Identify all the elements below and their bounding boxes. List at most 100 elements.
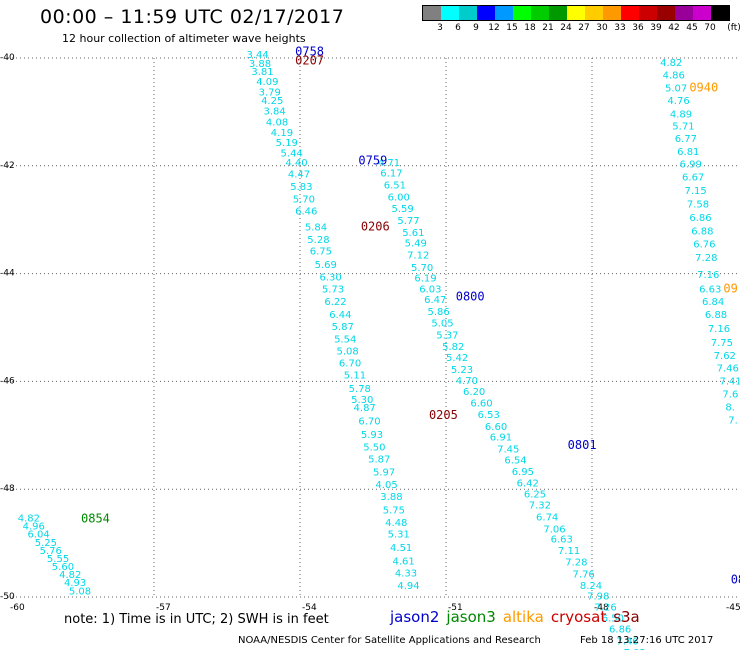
pass-time-label: 0207 — [295, 53, 324, 67]
footer-timestamp: Feb 18 13:27:16 UTC 2017 — [580, 635, 714, 646]
wave-height-point: 4.33 — [395, 569, 417, 580]
wave-height-point: 5.82 — [442, 342, 464, 353]
lat-tick-label: -44 — [0, 269, 15, 279]
wave-height-point: 6.44 — [329, 310, 351, 321]
wave-height-point: 5.87 — [368, 454, 390, 465]
map-grid — [8, 57, 738, 598]
wave-height-point: 4.76 — [667, 96, 689, 107]
wave-height-point: 7.12 — [407, 251, 429, 262]
wave-height-point: 5.55 — [47, 554, 69, 565]
wave-height-point: 7.16 — [697, 270, 719, 281]
wave-height-point: 7.41 — [720, 377, 740, 388]
wave-height-point: 5.59 — [391, 204, 413, 215]
wave-height-point: 5.75 — [383, 505, 405, 516]
wave-height-point: 6.04 — [27, 530, 49, 541]
track-jason2: 4.716.176.516.005.595.775.615.497.125.70… — [295, 44, 740, 650]
lon-tick-label: -60 — [10, 603, 25, 613]
wave-height-point: 5.08 — [69, 586, 91, 597]
units-note: note: 1) Time is in UTC; 2) SWH is in fe… — [64, 612, 329, 627]
wave-height-point: 7.28 — [565, 558, 587, 569]
wave-height-point: 4.19 — [271, 128, 293, 139]
wave-height-point: 5.44 — [281, 149, 303, 160]
wave-height-point: 5.84 — [305, 222, 327, 233]
wave-height-point: 6.51 — [384, 180, 406, 191]
pass-time-label: 0940 — [689, 80, 718, 94]
legend-label: 27 — [578, 23, 590, 33]
satellite-legend-altika: altika — [502, 608, 544, 626]
pass-time-label: 08 — [731, 573, 740, 587]
wave-height-point: 7.15 — [684, 186, 706, 197]
pass-time-label: 0800 — [456, 290, 485, 304]
wave-height-point: 6.19 — [414, 274, 436, 285]
pass-time-label: 0801 — [568, 438, 597, 452]
track-jason3: 4.824.966.045.255.765.555.604.824.935.08… — [18, 512, 110, 598]
wave-height-point: 5.70 — [293, 194, 315, 205]
wave-height-point: 5.78 — [349, 384, 371, 395]
wave-height-point: 4.48 — [385, 518, 407, 529]
lat-tick-label: -50 — [0, 592, 15, 602]
wave-height-point: 6.70 — [358, 417, 380, 428]
wave-height-point: 6.99 — [680, 159, 702, 170]
wave-height-point: 3.44 — [246, 50, 268, 61]
wave-height-point: 7.11 — [558, 546, 580, 557]
wave-height-point: 6.84 — [702, 297, 724, 308]
wave-height-point: 6.63 — [699, 284, 721, 295]
wave-height-point: 5.50 — [363, 442, 385, 453]
wave-height-point: 8. — [725, 403, 735, 414]
wave-height-point: 6.47 — [424, 295, 446, 306]
satellite-tracks: 4.824.865.074.764.895.716.776.816.996.67… — [18, 44, 740, 650]
wave-height-point: 4.61 — [392, 557, 414, 568]
wave-height-point: 7.45 — [497, 445, 519, 456]
lon-tick-label: -54 — [302, 603, 317, 613]
legend-swatch — [693, 6, 711, 20]
wave-height-point: 4.47 — [288, 170, 310, 181]
wave-height-point: 6.54 — [504, 455, 526, 466]
pass-time-label: 0205 — [429, 408, 458, 422]
legend-swatch — [603, 6, 621, 20]
wave-height-point: 5.71 — [672, 122, 694, 133]
wave-height-point: 7. — [728, 415, 738, 426]
wave-height-point: 8.24 — [580, 581, 602, 592]
legend-label: 24 — [560, 23, 572, 33]
legend-label: 39 — [650, 23, 662, 33]
legend-swatch — [675, 6, 693, 20]
wave-height-point: 5.28 — [307, 235, 329, 246]
legend-swatch — [423, 6, 441, 20]
wave-height-point: 6.91 — [490, 433, 512, 444]
pass-time-label: 0854 — [81, 512, 110, 526]
wave-height-point: 5.19 — [276, 138, 298, 149]
wave-height-point: 7.32 — [529, 501, 551, 512]
wave-height-point: 6.60 — [470, 399, 492, 410]
wave-height-point: 7.46 — [616, 636, 638, 647]
wave-height-point: 5.54 — [334, 335, 356, 346]
wave-height-point: 6.67 — [682, 172, 704, 183]
wave-height-point: 4.96 — [23, 522, 45, 533]
wave-height-point: 6.77 — [675, 134, 697, 145]
wave-height-point: 4.82 — [18, 514, 40, 525]
wave-height-point: 5.73 — [322, 284, 344, 295]
wave-height-point: 6.30 — [319, 273, 341, 284]
pass-time-label: 0206 — [361, 219, 390, 233]
wave-height-point: 7.16 — [708, 324, 730, 335]
wave-height-point: 6.25 — [524, 489, 546, 500]
wave-height-point: 6.86 — [689, 213, 711, 224]
color-scale-legend — [422, 5, 730, 21]
wave-height-point: 4.86 — [663, 70, 685, 81]
legend-label: 18 — [524, 23, 536, 33]
wave-height-point: 7.76 — [573, 570, 595, 581]
wave-height-point: 5.42 — [446, 353, 468, 364]
wave-height-point: 5.60 — [52, 562, 74, 573]
wave-height-point: 5.11 — [344, 371, 366, 382]
wave-height-point: 4.70 — [456, 376, 478, 387]
axis-ticks: -60 -57 -54 -51 -48 -45 -40 -42 -44 -46 -48 -50 — [0, 53, 740, 613]
wave-height-point: 5.30 — [351, 395, 373, 406]
wave-height-point: 5.97 — [373, 468, 395, 479]
legend-swatch — [477, 6, 495, 20]
wave-height-point: 7.98 — [587, 592, 609, 603]
track-cryosat: 3.443.883.814.093.794.253.844.084.195.19… — [246, 50, 457, 592]
wave-height-point: 3.88 — [380, 492, 402, 503]
satellite-legend-jason3: jason3 — [446, 608, 496, 626]
legend-swatch — [621, 6, 639, 20]
wave-height-point: 4.71 — [378, 158, 400, 169]
wave-height-point: 6.17 — [380, 169, 402, 180]
